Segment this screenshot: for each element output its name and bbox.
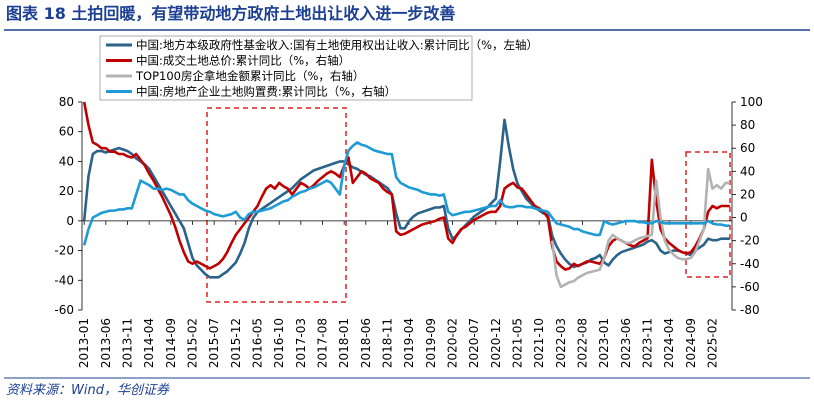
y2-tick-label: 40: [740, 164, 755, 178]
y2-tick-label: 20: [740, 187, 755, 201]
y-tick-label: 20: [59, 184, 74, 198]
x-tick-label: 2021-05: [511, 318, 525, 368]
legend-label: TOP100房企拿地金额累计同比（%，右轴）: [135, 69, 364, 83]
x-tick-label: 2014-04: [142, 318, 156, 368]
x-tick-label: 2013-01: [77, 318, 91, 368]
x-tick-label: 2020-02: [446, 318, 460, 368]
x-tick-label: 2020-12: [489, 318, 503, 368]
x-tick-label: 2022-08: [576, 318, 590, 368]
y2-tick-label: -60: [740, 280, 760, 294]
x-tick-label: 2021-10: [532, 318, 546, 368]
x-tick-label: 2018-06: [359, 318, 373, 368]
y2-tick-label: 100: [740, 95, 763, 109]
y-tick-label: 0: [66, 214, 74, 228]
y2-tick-label: -20: [740, 234, 760, 248]
y-tick-label: 60: [59, 125, 74, 139]
chart-title: 图表 18 土拍回暖，有望带动地方政府土地出让收入进一步改善: [6, 4, 455, 23]
x-tick-label: 2020-07: [467, 318, 481, 368]
x-tick-label: 2019-09: [424, 318, 438, 368]
y2-tick-label: -80: [740, 303, 760, 317]
x-tick-label: 2016-05: [251, 318, 265, 368]
y2-tick-label: 60: [740, 141, 755, 155]
x-tick-label: 2022-03: [554, 318, 568, 368]
x-tick-label: 2016-10: [272, 318, 286, 368]
x-tick-label: 2024-04: [662, 318, 676, 368]
y2-tick-label: 0: [740, 211, 748, 225]
series-line: [82, 141, 730, 246]
legend-box: [99, 35, 473, 101]
x-tick-label: 2014-09: [164, 318, 178, 368]
x-tick-label: 2015-02: [186, 318, 200, 368]
x-tick-label: 2018-01: [337, 318, 351, 368]
x-tick-label: 2017-08: [316, 318, 330, 368]
x-tick-label: 2013-06: [99, 318, 113, 368]
x-tick-label: 2025-02: [706, 318, 720, 368]
x-tick-label: 2024-09: [684, 318, 698, 368]
x-tick-label: 2018-11: [381, 318, 395, 368]
highlight-box: [685, 151, 731, 278]
source-note: 资料来源：Wind，华创证券: [6, 383, 170, 398]
series-line: [550, 167, 730, 289]
x-tick-label: 2019-04: [402, 318, 416, 368]
x-tick-label: 2013-11: [121, 318, 135, 368]
legend-label: 中国:房地产企业土地购置费:累计同比（%，右轴）: [136, 85, 396, 99]
y2-tick-label: -40: [740, 257, 760, 271]
y-tick-label: -40: [54, 273, 74, 287]
legend-label: 中国:成交土地总价:累计同比（%，右轴）: [136, 54, 350, 68]
x-tick-label: 2023-11: [641, 318, 655, 368]
x-tick-label: 2015-12: [229, 318, 243, 368]
x-tick-label: 2015-07: [207, 318, 221, 368]
x-tick-label: 2017-03: [294, 318, 308, 368]
legend-label: 中国:地方本级政府性基金收入:国有土地使用权出让收入:累计同比（%，左轴）: [136, 38, 538, 52]
y2-tick-label: 80: [740, 118, 755, 132]
x-tick-label: 2023-06: [619, 318, 633, 368]
y-tick-label: -20: [54, 244, 74, 258]
x-tick-label: 2023-01: [597, 318, 611, 368]
y-tick-label: 40: [59, 154, 74, 168]
y-tick-label: -60: [54, 303, 74, 317]
y-tick-label: 80: [59, 95, 74, 109]
series-line: [82, 118, 730, 279]
highlight-box: [206, 107, 347, 303]
